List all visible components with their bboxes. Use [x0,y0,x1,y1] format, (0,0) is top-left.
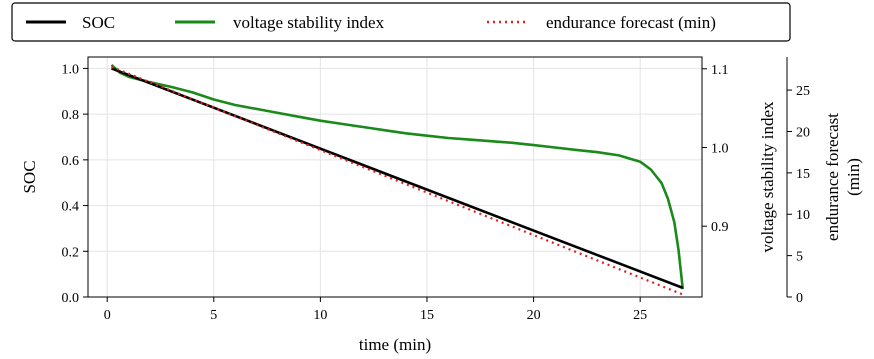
series-line-endurance-forecast-min- [111,65,684,296]
x-tick-label: 25 [633,308,647,323]
y-right2-tick-label: 25 [796,84,810,99]
plot-area [87,56,703,298]
y-left-tick-label: 0.6 [62,154,80,169]
y-right1-tick-label: 1.1 [711,63,729,78]
x-tick-label: 20 [527,308,541,323]
y-right1-tick-label: 1.0 [711,141,729,156]
legend: SOC voltage stability index endurance fo… [11,2,791,42]
y-left-tick-label: 0.8 [62,108,80,123]
y-right2-tick-label: 20 [796,125,810,140]
y-right1-tick-label: 0.9 [711,220,729,235]
y-left-tick-label: 1.0 [62,62,80,77]
y-left-tick-label: 0.2 [62,245,80,260]
x-tick-label: 15 [420,308,434,323]
plot-frame [87,56,703,298]
legend-frame [11,2,791,42]
y-right2-tick-label: 15 [796,167,810,182]
y-right2-tick-label: 5 [796,250,803,265]
legend-label-soc: SOC [82,13,115,32]
y-left-tick-label: 0.0 [62,291,80,306]
x-tick-label: 5 [210,308,217,323]
y-right2-tick-label: 0 [796,291,803,306]
y-axis-left-label: SOC [20,160,39,193]
y-right2-tick-label: 10 [796,208,810,223]
legend-label-vsi: voltage stability index [233,13,385,32]
series-lines [110,63,685,296]
y-axis-right2-label-line2: (min) [844,158,863,196]
series-line-voltage-stability-index [110,63,685,290]
x-tick-label: 0 [104,308,111,323]
y-left-tick-label: 0.4 [62,200,80,215]
legend-label-endurance: endurance forecast (min) [546,13,716,32]
x-tick-label: 10 [313,308,327,323]
x-axis-label: time (min) [359,335,431,354]
y-axis-right1-label: voltage stability index [758,101,777,253]
ticks: 0 5 10 15 20 25 0.0 0.2 0.4 0.6 0.8 1.0 0.9 1.0 1.1 0 5 1… [62,62,811,323]
y-axis-right2-label-line1: endurance forecast [823,113,842,241]
series-line-soc [111,67,684,290]
